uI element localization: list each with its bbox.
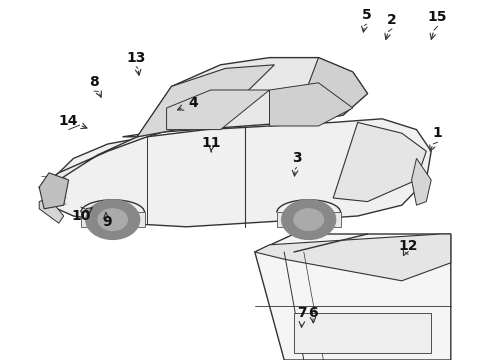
Polygon shape — [270, 83, 353, 126]
Polygon shape — [81, 212, 145, 227]
Text: 13: 13 — [126, 51, 146, 64]
Text: 3: 3 — [292, 152, 301, 165]
Polygon shape — [333, 122, 426, 202]
Circle shape — [98, 209, 127, 230]
Text: 1: 1 — [433, 126, 442, 140]
Text: 12: 12 — [398, 239, 418, 252]
Polygon shape — [412, 158, 431, 205]
Polygon shape — [122, 58, 368, 137]
Text: 2: 2 — [387, 13, 397, 27]
Polygon shape — [255, 234, 451, 281]
Polygon shape — [255, 234, 451, 360]
Polygon shape — [294, 58, 368, 122]
Text: 14: 14 — [59, 114, 78, 127]
Text: 9: 9 — [102, 216, 112, 229]
Text: 7: 7 — [297, 306, 307, 320]
Polygon shape — [167, 90, 270, 130]
Circle shape — [86, 200, 140, 239]
Text: 8: 8 — [89, 75, 99, 89]
Text: 10: 10 — [71, 209, 91, 223]
Polygon shape — [277, 212, 341, 227]
Text: 15: 15 — [428, 10, 447, 24]
Text: 4: 4 — [189, 96, 198, 109]
Polygon shape — [39, 198, 64, 223]
Circle shape — [294, 209, 323, 230]
Polygon shape — [39, 173, 69, 209]
Polygon shape — [137, 65, 274, 137]
Circle shape — [282, 200, 336, 239]
Polygon shape — [294, 313, 431, 353]
Polygon shape — [39, 119, 431, 227]
Polygon shape — [39, 130, 172, 187]
Text: 5: 5 — [362, 8, 371, 22]
Text: 11: 11 — [202, 136, 221, 150]
Text: 6: 6 — [308, 306, 318, 320]
